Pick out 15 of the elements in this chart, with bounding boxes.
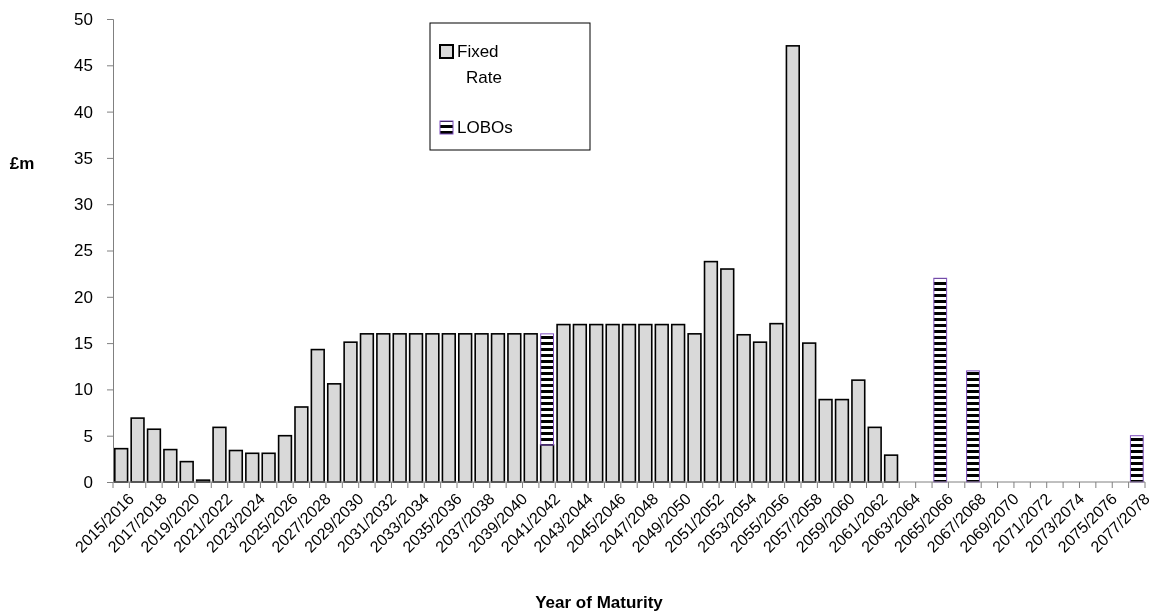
- x-axis-title: Year of Maturity: [535, 593, 664, 612]
- y-tick-label: 5: [83, 426, 93, 446]
- y-tick-label: 50: [74, 9, 93, 29]
- y-tick-label: 0: [83, 472, 93, 492]
- y-tick-label: 15: [74, 334, 93, 354]
- y-axis-title: £m: [9, 154, 35, 173]
- y-tick-label: 25: [74, 241, 93, 261]
- y-tick-label: 40: [74, 102, 93, 122]
- y-tick-label: 30: [74, 195, 93, 215]
- y-tick-label: 10: [74, 380, 93, 400]
- y-tick-label: 20: [74, 287, 93, 307]
- legend-label: Fixed Rate: [457, 42, 502, 87]
- y-tick-label: 35: [74, 148, 93, 168]
- legend-label: LOBOs: [457, 118, 513, 137]
- y-tick-label: 45: [74, 56, 93, 76]
